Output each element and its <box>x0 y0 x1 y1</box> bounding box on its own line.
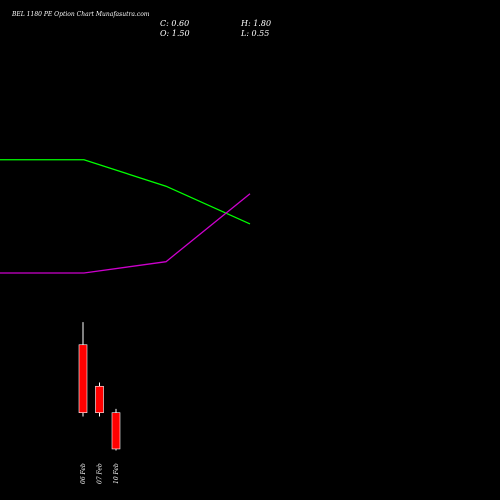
low-readout: L: 0.55 <box>241 29 270 38</box>
open-readout: O: 1.50 <box>160 29 190 38</box>
x-tick-label: 10 Feb <box>113 463 120 484</box>
close-readout: C: 0.60 <box>160 19 190 28</box>
chart-title: BEL 1180 PE Option Chart Munafasutra.com <box>12 11 150 18</box>
candle-body <box>78 344 88 413</box>
x-tick-label: 07 Feb <box>97 463 104 484</box>
candle-body <box>95 385 104 413</box>
x-tick-label: 06 Feb <box>80 463 87 484</box>
candle-body <box>111 412 121 450</box>
indicator-line-2 <box>0 193 251 274</box>
high-readout: H: 1.80 <box>241 19 272 28</box>
indicator-line-1 <box>0 159 251 225</box>
